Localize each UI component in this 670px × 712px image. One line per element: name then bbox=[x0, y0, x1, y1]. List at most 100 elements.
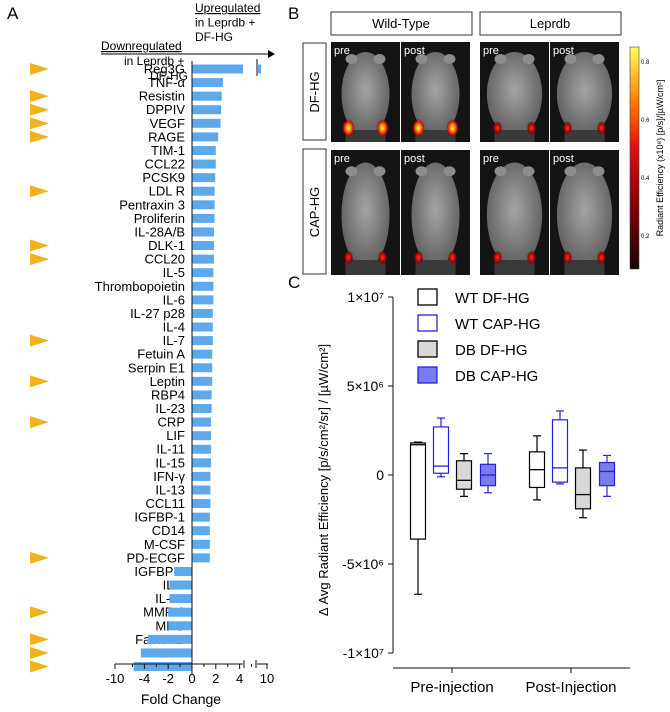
bar bbox=[140, 648, 192, 658]
image-label: post bbox=[404, 45, 425, 57]
bar bbox=[192, 308, 213, 318]
bar bbox=[192, 268, 214, 278]
mouse-ear bbox=[443, 166, 456, 177]
mouse-ear bbox=[494, 54, 507, 64]
colorbar bbox=[629, 46, 640, 270]
highlight-arrow bbox=[30, 660, 49, 673]
box-plot-box bbox=[432, 417, 450, 478]
row-header-cap-hg: CAP-HG bbox=[307, 187, 322, 238]
bar-tail bbox=[258, 64, 261, 74]
box-plot-box bbox=[598, 454, 616, 497]
category-label: IL-23 bbox=[155, 401, 185, 416]
category-label: PCSK9 bbox=[142, 170, 185, 185]
colorbar-tick: 0.6 bbox=[641, 118, 650, 124]
bar bbox=[192, 404, 212, 413]
category-label: IL-15 bbox=[155, 455, 185, 470]
stage-holder bbox=[415, 260, 456, 275]
axis-tick-label: -2 bbox=[162, 671, 174, 686]
mouse-body bbox=[341, 162, 390, 268]
mouse-ear bbox=[443, 54, 456, 64]
signal-left-paw bbox=[412, 119, 425, 137]
box-iqr bbox=[598, 461, 616, 487]
signal-right-paw bbox=[377, 250, 388, 265]
stage-holder bbox=[564, 260, 605, 275]
image-label: post bbox=[553, 153, 574, 165]
bar bbox=[169, 594, 192, 604]
category-label: CRP bbox=[158, 415, 185, 430]
bar bbox=[192, 431, 212, 441]
stage-holder bbox=[494, 130, 535, 142]
category-label: IL-7 bbox=[163, 333, 185, 348]
category-label: RBP4 bbox=[151, 387, 185, 402]
box-plot-box bbox=[455, 453, 473, 497]
mouse-body bbox=[486, 52, 543, 136]
mouse-image: post bbox=[550, 150, 619, 275]
image-label: pre bbox=[483, 153, 499, 165]
legend-label: WT CAP-HG bbox=[455, 316, 541, 333]
mouse-image: post bbox=[401, 150, 470, 275]
stage-holder bbox=[345, 260, 386, 275]
mouse-ear bbox=[592, 166, 605, 177]
category-label: IL-13 bbox=[155, 482, 185, 497]
highlight-arrow bbox=[30, 63, 49, 75]
bar bbox=[192, 145, 216, 155]
category-label: Resistin bbox=[139, 89, 185, 104]
category-label: CD14 bbox=[152, 523, 185, 538]
category-label: CCL22 bbox=[145, 157, 185, 172]
mouse-ear bbox=[564, 54, 577, 64]
category-label: IL-5 bbox=[163, 265, 185, 280]
panel-c-legend: WT DF-HG WT CAP-HG DB DF-HG DB CAP-HG bbox=[417, 288, 541, 385]
category-label: IL-11 bbox=[156, 442, 185, 457]
mouse-ear bbox=[494, 166, 507, 177]
highlight-arrow bbox=[30, 103, 49, 116]
bar bbox=[192, 444, 212, 454]
x-axis-category-label: Post-Injection bbox=[526, 679, 617, 696]
signal-right-paw bbox=[596, 121, 607, 135]
bar bbox=[192, 349, 213, 359]
box-plot-box bbox=[551, 410, 569, 485]
col-header-wild-type: Wild-Type bbox=[372, 16, 430, 31]
bar bbox=[192, 254, 215, 264]
category-label: VEGF bbox=[150, 116, 185, 131]
mouse-image: post bbox=[401, 42, 470, 142]
mouse-body bbox=[486, 162, 543, 268]
box-iqr bbox=[432, 426, 450, 474]
axis-tick-label: 10 bbox=[260, 671, 274, 686]
legend-label: WT DF-HG bbox=[455, 290, 530, 307]
category-label: RAGE bbox=[148, 129, 185, 144]
box-plot-box bbox=[409, 441, 427, 595]
mouse-body bbox=[556, 162, 613, 268]
legend-swatch bbox=[417, 314, 438, 332]
category-label: TNF-α bbox=[148, 75, 186, 90]
highlight-arrow bbox=[30, 416, 49, 429]
axis-tick-label: -10 bbox=[106, 671, 125, 686]
bar bbox=[192, 363, 213, 373]
bar bbox=[192, 118, 221, 128]
bar bbox=[192, 553, 210, 563]
legend-swatch bbox=[417, 288, 438, 306]
bar bbox=[192, 295, 214, 305]
mouse-body bbox=[411, 52, 460, 136]
signal-left-paw bbox=[413, 250, 424, 265]
category-label: LDL R bbox=[149, 184, 185, 199]
annotation-arrowhead bbox=[268, 50, 275, 58]
bar bbox=[192, 132, 219, 142]
y-axis-tick-label: 0 bbox=[376, 467, 384, 483]
box-iqr bbox=[574, 467, 592, 510]
annotation-line: DF-HG bbox=[150, 69, 188, 83]
signal-left-paw bbox=[342, 119, 355, 137]
highlight-arrow bbox=[30, 606, 49, 619]
category-label: IGFBP-1 bbox=[134, 510, 185, 525]
category-label: IFN-γ bbox=[153, 469, 185, 484]
bar bbox=[192, 64, 243, 74]
downregulated-annotation: Downregulated in Leprdb + DF-HG bbox=[101, 39, 188, 83]
image-label: pre bbox=[483, 45, 499, 57]
bar bbox=[174, 566, 192, 576]
highlight-arrow bbox=[30, 253, 49, 266]
category-label: Pentraxin 3 bbox=[119, 197, 185, 212]
signal-right-paw bbox=[526, 121, 537, 135]
category-label: Leptin bbox=[150, 374, 185, 389]
category-label: IL-6 bbox=[163, 292, 185, 307]
bar bbox=[192, 78, 223, 88]
category-label: Proliferin bbox=[134, 211, 185, 226]
